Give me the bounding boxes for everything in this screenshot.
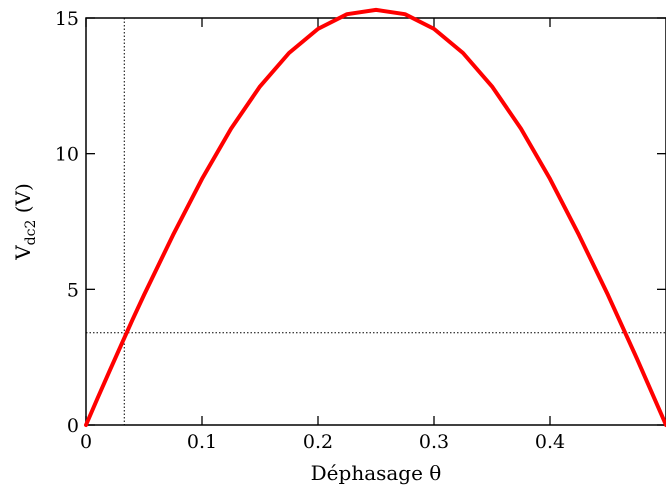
- y-axis-label-main: V: [11, 245, 35, 261]
- y-tick-label: 10: [55, 144, 79, 166]
- series-layer: [84, 7, 666, 427]
- series-line-0: [84, 7, 666, 427]
- plot-frame: [85, 17, 666, 426]
- reference-lines: [86, 18, 666, 425]
- y-tick-label: 0: [67, 415, 79, 437]
- x-tick-label: 0.4: [535, 431, 565, 453]
- tick-labels: 0 0.1 0.2 0.3 0.4 0 5 10 15: [55, 8, 565, 453]
- y-axis-label-unit: (V): [11, 183, 35, 219]
- x-tick-label: 0.3: [419, 431, 449, 453]
- x-tick-label: 0: [80, 431, 92, 453]
- x-axis-label: Déphasage θ: [311, 461, 442, 485]
- y-axis-label: Vdc2 (V): [11, 183, 39, 261]
- x-tick-label: 0.2: [303, 431, 333, 453]
- y-tick-label: 15: [55, 8, 79, 30]
- x-tick-label: 0.1: [187, 431, 217, 453]
- axis-ticks: [85, 17, 666, 426]
- y-axis-label-subscript: dc2: [23, 220, 39, 246]
- y-tick-label: 5: [67, 279, 79, 301]
